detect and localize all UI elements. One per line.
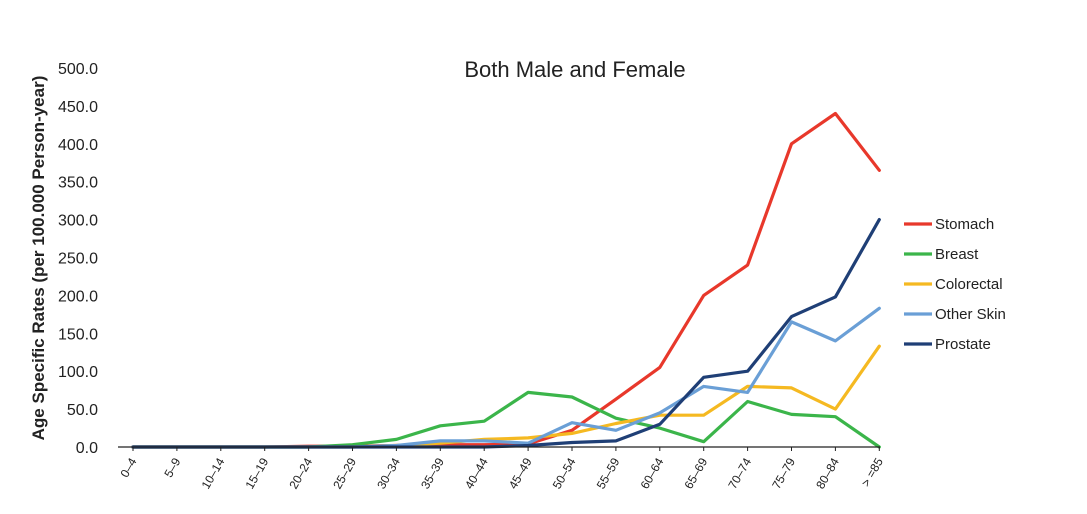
y-tick-label: 0.0 [76,440,98,457]
y-tick-label: 450.0 [58,99,98,116]
x-tick-label: 60–64 [638,455,667,491]
x-tick-label: 5–9 [161,455,183,480]
series-line-stomach [131,111,881,449]
x-tick-label: 35–39 [418,455,447,491]
y-tick-label: 350.0 [58,175,98,192]
x-tick-label: 55–59 [594,455,623,491]
legend: Stomach Breast Colorectal Other Skin Prostat… [904,216,1006,353]
x-tick-label: 15–19 [242,455,271,491]
x-tick-label: 0–4 [117,455,139,480]
legend-label: Breast [935,246,979,263]
x-tick-label: 40–44 [462,455,491,491]
x-tick-label: 70–74 [725,455,754,491]
x-tick-label: 50–54 [550,455,579,491]
y-tick-label: 300.0 [58,213,98,230]
x-tick-label: 30–34 [374,455,403,491]
y-tick-label: 250.0 [58,251,98,268]
x-tick-label: 75–79 [769,455,798,491]
y-axis-title: Age Specific Rates (per 100.000 Person-y… [29,76,48,441]
series-layer [131,111,881,449]
x-tick-label: 65–69 [681,455,710,491]
x-tick-label: > =85 [858,455,886,489]
legend-label: Prostate [935,336,991,353]
y-tick-label: 100.0 [58,364,98,381]
y-tick-label: 400.0 [58,137,98,154]
x-tick-label: 20–24 [286,455,315,491]
series-line-other-skin [131,306,881,449]
series-line-prostate [131,218,881,449]
x-tick-label: 10–14 [199,455,228,491]
x-tick-label: 80–84 [813,455,842,491]
x-tick-label: 25–29 [330,455,359,491]
y-tick-label: 50.0 [67,402,98,419]
legend-label: Colorectal [935,276,1003,293]
y-tick-label: 200.0 [58,288,98,305]
legend-label: Stomach [935,216,994,233]
y-tick-label: 500.0 [58,61,98,78]
legend-label: Other Skin [935,306,1006,323]
x-tick-label: 45–49 [506,455,535,491]
axis-layer: 0.0 50.0 100.0 150.0 200.0 250.0 300.0 350.0 400… [58,61,886,491]
y-tick-label: 150.0 [58,326,98,343]
chart-title: Both Male and Female [464,57,685,82]
